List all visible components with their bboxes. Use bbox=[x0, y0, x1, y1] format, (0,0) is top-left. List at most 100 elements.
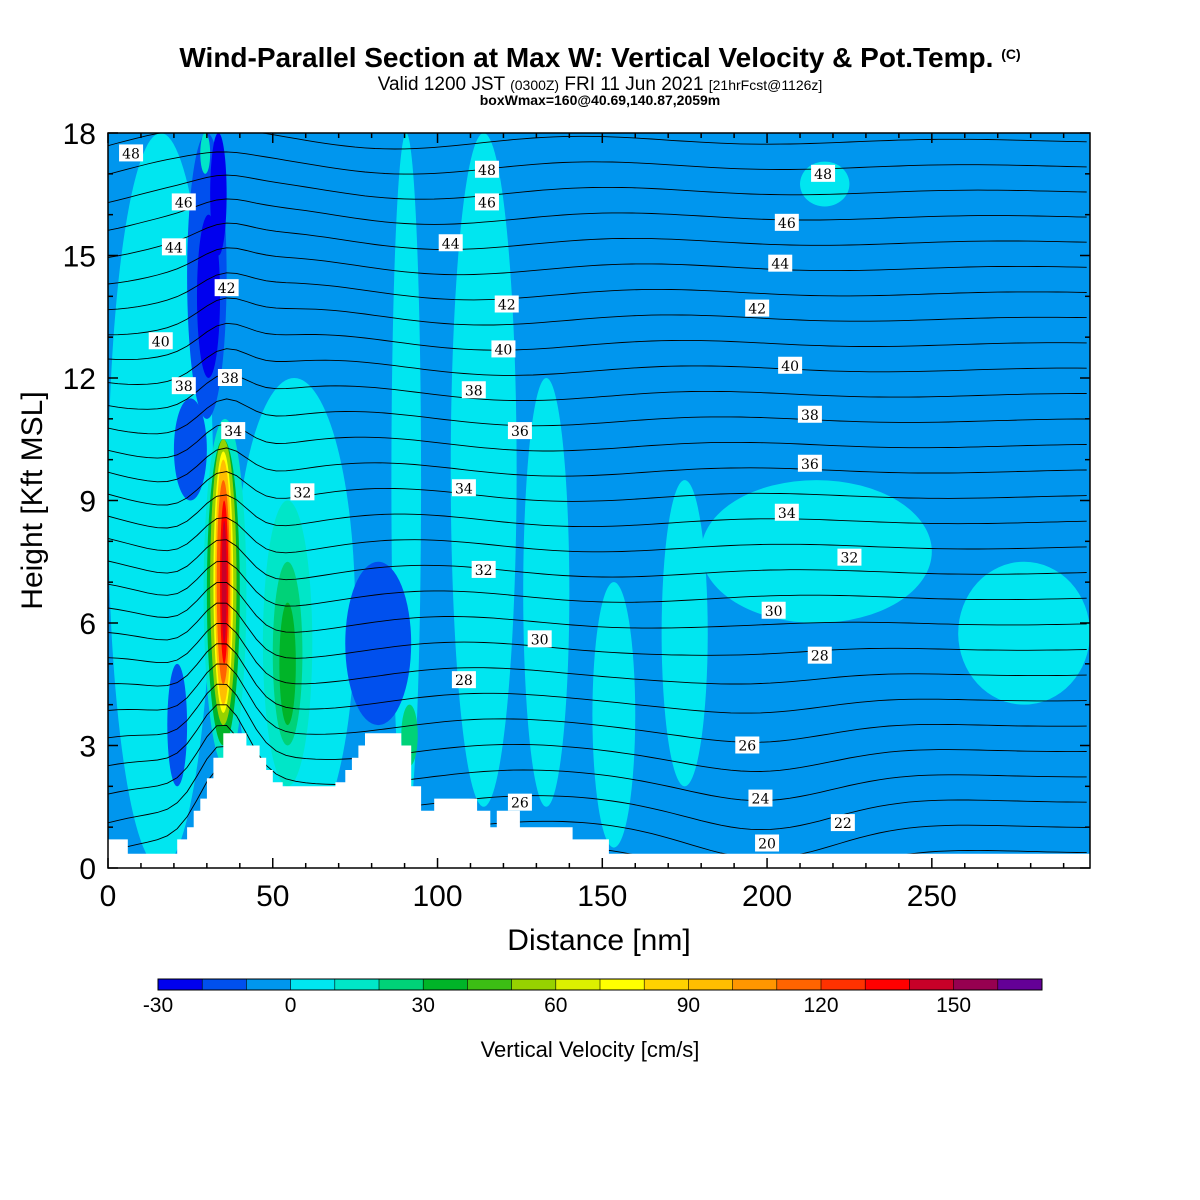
colorbar-tick-label: 120 bbox=[803, 994, 838, 1017]
colorbar-swatch bbox=[909, 979, 955, 990]
isentrope-label-text: 48 bbox=[814, 167, 832, 183]
isentrope-label: 46 bbox=[474, 193, 499, 211]
isentrope-label: 40 bbox=[491, 340, 516, 358]
velocity-field bbox=[108, 133, 1090, 868]
isentrope-label: 26 bbox=[735, 736, 760, 755]
x-tick-label: 100 bbox=[412, 880, 462, 913]
x-tick-label: 150 bbox=[577, 880, 627, 913]
y-tick-label: 6 bbox=[79, 608, 96, 641]
terrain bbox=[108, 733, 1090, 868]
isentrope-label-text: 42 bbox=[748, 302, 766, 318]
isentrope-line bbox=[108, 133, 1087, 150]
isentrope-labels: 48 46 44 42 40 38 38 34 32 48 46 44 42 40 38 36 34 32 30 28… bbox=[119, 144, 862, 853]
colorbar-tick-label: -30 bbox=[143, 994, 173, 1017]
isentrope-label: 38 bbox=[461, 381, 486, 399]
velocity-region bbox=[450, 133, 517, 807]
utc-time: (0300Z) bbox=[510, 77, 560, 93]
isentrope-label-text: 20 bbox=[758, 837, 776, 853]
isentrope-line bbox=[108, 174, 1087, 204]
colorbar-swatch bbox=[555, 979, 601, 990]
isentrope-line bbox=[108, 398, 1087, 435]
colorbar-swatch bbox=[511, 979, 557, 990]
isentrope-label: 36 bbox=[507, 422, 532, 440]
isentrope-label: 44 bbox=[768, 254, 793, 273]
colorbar-tick-label: 90 bbox=[677, 994, 700, 1017]
x-tick-label: 50 bbox=[256, 880, 289, 913]
velocity-region bbox=[173, 398, 207, 501]
colorbar-tick-label: 30 bbox=[412, 994, 435, 1017]
isentrope-label: 30 bbox=[527, 630, 552, 648]
velocity-region bbox=[592, 582, 636, 848]
y-tick-label: 3 bbox=[79, 731, 96, 764]
isentrope-label: 48 bbox=[119, 144, 144, 162]
isentrope-label: 38 bbox=[217, 369, 242, 387]
colorbar-swatch bbox=[467, 979, 513, 990]
isentrope-label-text: 48 bbox=[478, 163, 496, 179]
isentrope-line bbox=[108, 663, 1087, 743]
isentrope-label: 28 bbox=[451, 671, 476, 689]
isentrope-label-text: 32 bbox=[841, 551, 859, 567]
copyright-mark: (C) bbox=[1001, 46, 1021, 62]
isentrope-line bbox=[108, 602, 1087, 659]
isentrope-line bbox=[108, 348, 1087, 385]
isentrope-label-text: 42 bbox=[498, 298, 516, 314]
isentrope-line bbox=[108, 297, 1087, 336]
isentrope-label-text: 46 bbox=[778, 216, 796, 232]
isentrope-line bbox=[108, 560, 1087, 607]
isentrope-label: 32 bbox=[837, 548, 862, 567]
colorbar-swatch bbox=[997, 979, 1043, 990]
colorbar-swatch bbox=[600, 979, 645, 990]
isentrope-label: 48 bbox=[474, 160, 499, 179]
isentrope-label-text: 36 bbox=[801, 457, 819, 473]
colorbar-swatch bbox=[865, 979, 910, 990]
isentrope-label: 32 bbox=[471, 560, 496, 579]
colorbar-swatch bbox=[202, 979, 247, 990]
isentrope-label-text: 42 bbox=[218, 281, 236, 297]
valid-date: FRI 11 Jun 2021 bbox=[564, 74, 704, 95]
isentrope-label-text: 40 bbox=[152, 334, 170, 350]
isentrope-label: 34 bbox=[774, 503, 799, 522]
isentrope-line bbox=[108, 704, 1087, 802]
isentrope-line bbox=[108, 423, 1087, 459]
isentrope-line bbox=[108, 471, 1087, 506]
isentrope-label-text: 34 bbox=[455, 481, 473, 497]
y-tick-label: 15 bbox=[63, 241, 96, 274]
isentrope-label: 28 bbox=[807, 646, 832, 665]
x-tick-label: 250 bbox=[907, 880, 957, 913]
y-tick-label: 18 bbox=[63, 118, 96, 151]
isentrope-label-text: 44 bbox=[771, 257, 789, 273]
isentrope-label-text: 26 bbox=[738, 739, 756, 755]
isentrope-label: 40 bbox=[148, 332, 173, 350]
isentrope-label: 22 bbox=[830, 814, 855, 832]
velocity-region bbox=[210, 133, 227, 256]
velocity-region bbox=[701, 480, 932, 623]
colorbar-swatch bbox=[732, 979, 778, 990]
box-max-info: boxWmax=160@40.69,140.87,2059m bbox=[479, 92, 721, 108]
colorbar-swatch bbox=[776, 979, 822, 990]
velocity-region bbox=[958, 561, 1090, 705]
isentrope-label: 40 bbox=[778, 356, 803, 375]
y-tick-label: 0 bbox=[79, 853, 96, 886]
isentrope-line bbox=[108, 151, 1087, 175]
colorbar-swatch bbox=[821, 979, 866, 990]
velocity-region bbox=[523, 378, 570, 807]
isentrope-label: 48 bbox=[811, 164, 836, 183]
isentrope-label: 42 bbox=[214, 279, 239, 297]
isentrope-label-text: 40 bbox=[781, 359, 799, 375]
isentrope-label: 26 bbox=[507, 793, 532, 812]
colorbar-swatch bbox=[953, 979, 999, 990]
isentrope-label-text: 30 bbox=[765, 604, 783, 620]
isentrope-label: 46 bbox=[774, 213, 799, 232]
isentrope-label-text: 44 bbox=[442, 236, 460, 252]
colorbar-tick-label: 150 bbox=[936, 994, 971, 1017]
isentrope-label: 34 bbox=[451, 479, 476, 497]
isentrope-label-text: 48 bbox=[122, 146, 140, 162]
x-tick-label: 0 bbox=[100, 880, 117, 913]
x-axis-label: Distance [nm] bbox=[507, 924, 690, 957]
chart-title-text: Wind-Parallel Section at Max W: Vertical… bbox=[179, 42, 994, 73]
isentrope-label-text: 38 bbox=[801, 408, 819, 424]
axis-ticks bbox=[107, 132, 1090, 869]
velocity-region bbox=[279, 602, 296, 726]
isentrope-label-text: 38 bbox=[465, 383, 483, 399]
